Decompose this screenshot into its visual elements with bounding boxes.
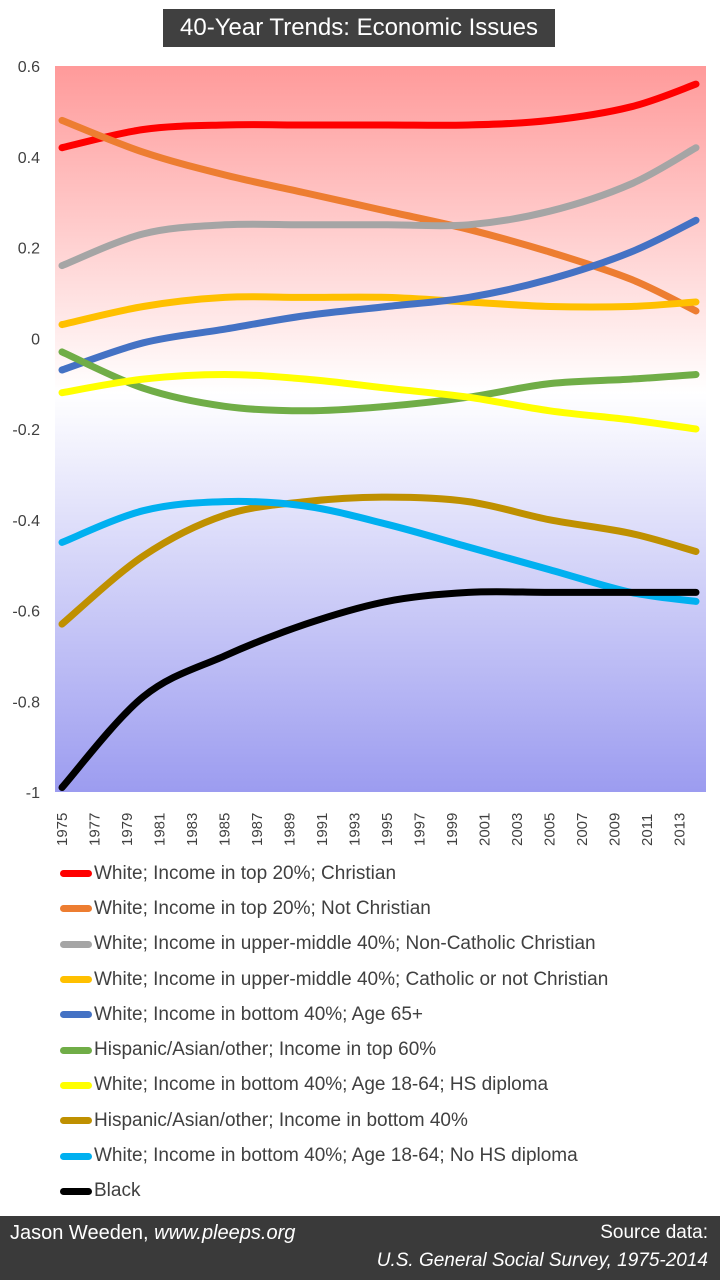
- source-name: U.S. General Social Survey, 1975-2014: [376, 1250, 708, 1271]
- legend-item: Hispanic/Asian/other; Income in bottom 4…: [60, 1103, 715, 1138]
- legend-item: Black: [60, 1174, 715, 1209]
- series-line-3: [58, 144, 700, 270]
- series-line-7: [58, 370, 700, 433]
- y-tick-label: 0.2: [18, 241, 40, 258]
- chart-title: 40-Year Trends: Economic Issues: [163, 9, 555, 47]
- series-line-2: [58, 116, 700, 315]
- x-tick-label: 1985: [217, 813, 234, 846]
- series-line-9: [58, 497, 700, 605]
- legend-label: White; Income in bottom 40%; Age 65+: [94, 1003, 423, 1025]
- series-line-1: [58, 80, 700, 152]
- x-tick-label: 1979: [119, 813, 136, 846]
- x-tick-label: 2009: [607, 813, 624, 846]
- legend-item: White; Income in upper-middle 40%; Catho…: [60, 962, 715, 997]
- series-line-5: [58, 216, 700, 374]
- x-tick-label: 2013: [672, 813, 689, 846]
- legend-item: Hispanic/Asian/other; Income in top 60%: [60, 1032, 715, 1067]
- series-line-8: [58, 493, 700, 628]
- x-tick-label: 1997: [412, 813, 429, 846]
- legend-item: White; Income in top 20%; Christian: [60, 856, 715, 891]
- legend-swatch: [60, 1152, 92, 1160]
- series-line-4: [58, 293, 700, 329]
- source-label: Source data:: [600, 1222, 708, 1243]
- website-link[interactable]: www.pleeps.org: [154, 1222, 296, 1244]
- x-tick-label: 2005: [542, 813, 559, 846]
- x-tick-label: 1987: [249, 813, 266, 846]
- legend: White; Income in top 20%; Christian White…: [60, 856, 715, 1209]
- legend-swatch: [60, 1187, 92, 1195]
- plot-background: [55, 66, 706, 792]
- x-tick-label: 2001: [477, 813, 494, 846]
- legend-swatch: [60, 976, 92, 984]
- x-tick-label: 1983: [184, 813, 201, 846]
- legend-swatch: [60, 1011, 92, 1019]
- legend-item: White; Income in top 20%; Not Christian: [60, 891, 715, 926]
- x-tick-label: 1993: [347, 813, 364, 846]
- legend-label: White; Income in upper-middle 40%; Non-C…: [94, 933, 596, 955]
- x-tick-label: 1989: [282, 813, 299, 846]
- series-line-10: [58, 588, 700, 791]
- footer: Jason Weeden, www.pleeps.org Source data…: [0, 1216, 720, 1280]
- x-tick-label: 2011: [639, 814, 656, 846]
- author-name: Jason Weeden,: [10, 1222, 155, 1244]
- legend-label: Hispanic/Asian/other; Income in top 60%: [94, 1039, 437, 1061]
- legend-swatch: [60, 1046, 92, 1054]
- y-tick-label: -0.4: [12, 513, 40, 530]
- x-tick-label: 1977: [87, 813, 104, 846]
- legend-label: Black: [94, 1180, 141, 1202]
- y-tick-label: -0.8: [12, 694, 40, 711]
- y-tick-label: -1: [26, 785, 40, 802]
- legend-swatch: [60, 940, 92, 948]
- legend-label: Hispanic/Asian/other; Income in bottom 4…: [94, 1109, 468, 1131]
- x-tick-label: 1981: [152, 813, 169, 846]
- x-tick-label: 1995: [379, 813, 396, 846]
- legend-label: White; Income in top 20%; Not Christian: [94, 897, 431, 919]
- legend-label: White; Income in top 20%; Christian: [94, 862, 397, 884]
- y-tick-label: -0.2: [12, 422, 40, 439]
- x-tick-label: 2003: [509, 813, 526, 846]
- legend-label: White; Income in bottom 40%; Age 18-64; …: [94, 1145, 578, 1167]
- y-tick-label: -0.6: [12, 604, 40, 621]
- x-tick-label: 1975: [54, 813, 71, 846]
- x-tick-label: 1999: [444, 813, 461, 846]
- line-chart: 0.6 0.4 0.2 0 -0.2 -0.4 -0.6 -0.8 -1 1975 1977 197…: [12, 59, 706, 846]
- x-tick-label: 1991: [314, 813, 331, 846]
- legend-item: White; Income in upper-middle 40%; Non-C…: [60, 927, 715, 962]
- legend-swatch: [60, 1081, 92, 1089]
- credit-line: Jason Weeden, www.pleeps.org: [10, 1222, 295, 1245]
- legend-swatch: [60, 905, 92, 913]
- y-tick-label: 0.6: [18, 59, 40, 76]
- legend-label: White; Income in upper-middle 40%; Catho…: [94, 968, 609, 990]
- legend-swatch: [60, 870, 92, 878]
- y-tick-label: 0.4: [18, 150, 40, 167]
- legend-item: White; Income in bottom 40%; Age 65+: [60, 997, 715, 1032]
- legend-item: White; Income in bottom 40%; Age 18-64; …: [60, 1138, 715, 1173]
- legend-label: White; Income in bottom 40%; Age 18-64; …: [94, 1074, 549, 1096]
- legend-item: White; Income in bottom 40%; Age 18-64; …: [60, 1068, 715, 1103]
- series-line-6: [58, 348, 700, 415]
- legend-swatch: [60, 1117, 92, 1125]
- y-tick-label: 0: [31, 331, 40, 348]
- x-tick-label: 2007: [574, 813, 591, 846]
